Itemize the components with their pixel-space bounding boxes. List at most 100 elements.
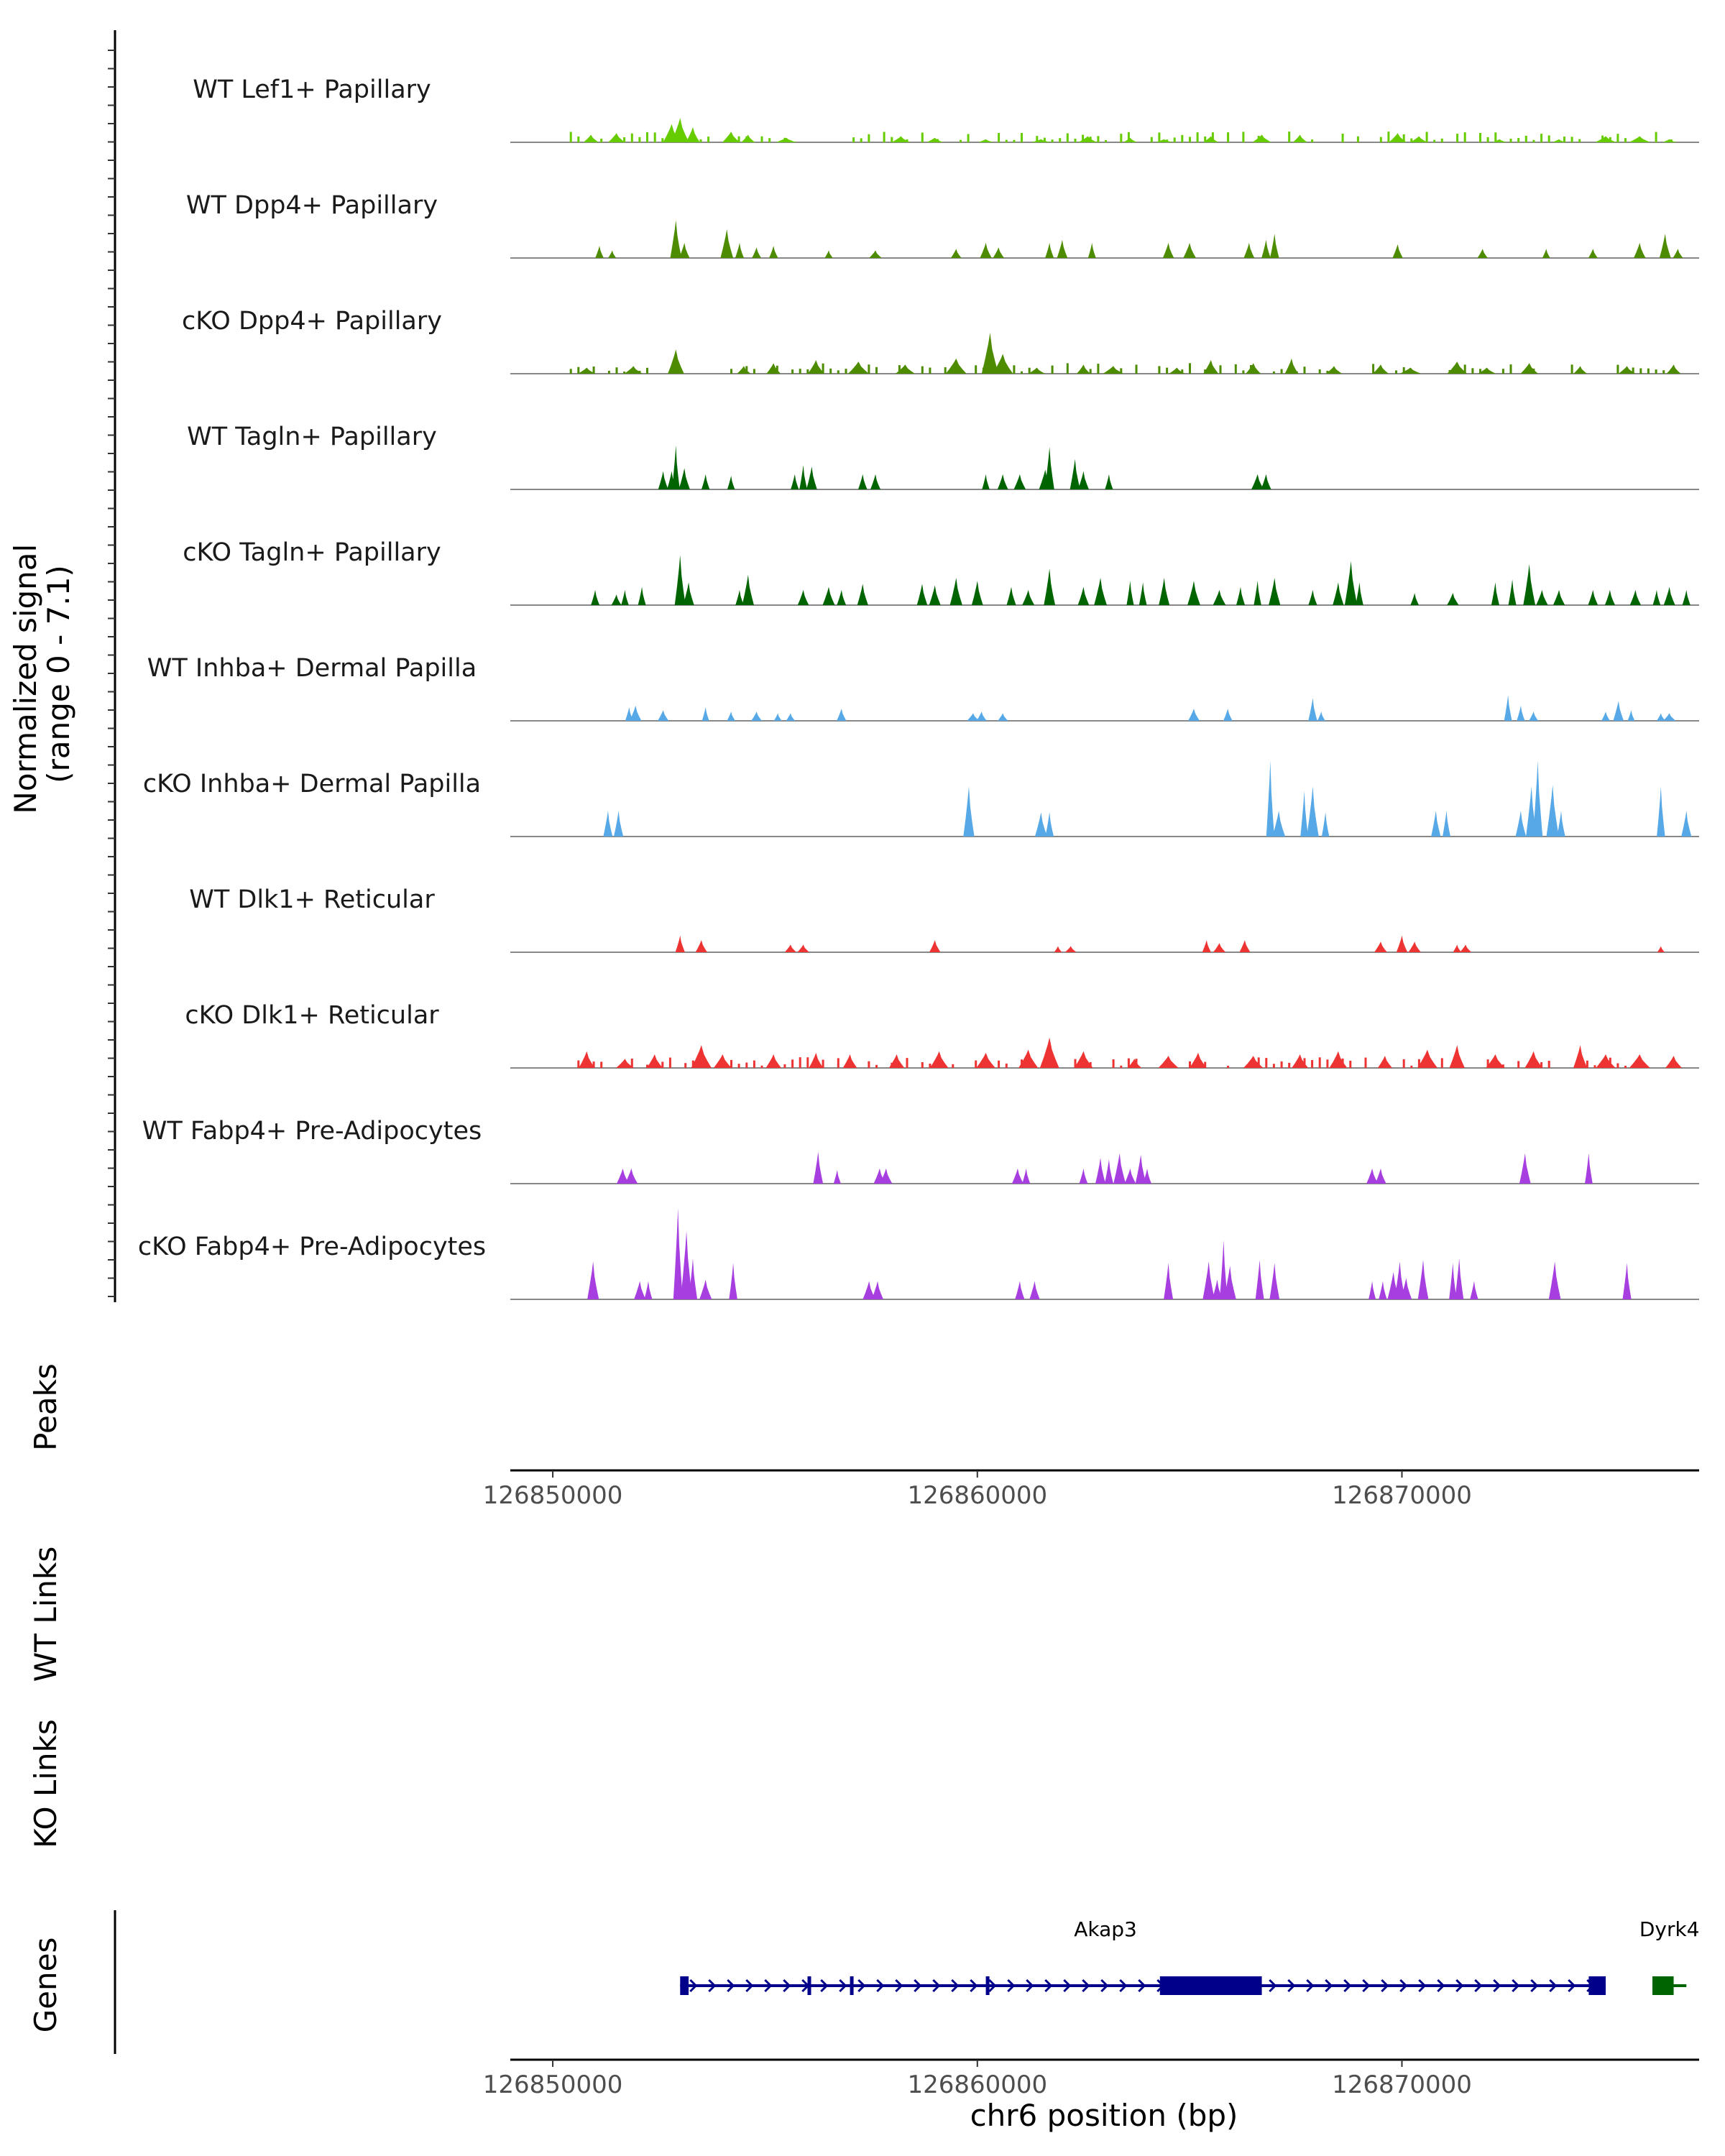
signal-peak <box>1542 249 1550 258</box>
signal-peak <box>1627 710 1635 721</box>
signal-peak <box>751 711 763 721</box>
gene-exon <box>1159 1976 1262 1995</box>
signal-background <box>1417 137 1420 142</box>
signal-background <box>1150 137 1153 142</box>
strand-arrow <box>1026 1978 1034 1993</box>
x-tick-label: 126870000 <box>1332 2070 1472 2099</box>
signal-background <box>1120 1065 1123 1068</box>
signal-background <box>1158 132 1161 142</box>
signal-peak <box>916 584 928 605</box>
signal-background <box>783 1064 786 1068</box>
signal-peak <box>1356 582 1363 605</box>
signal-background <box>676 133 679 142</box>
signal-peak <box>1657 786 1665 837</box>
strand-arrow <box>1568 1978 1576 1993</box>
track-label: WT Inhba+ Dermal Papilla <box>147 654 477 683</box>
signal-peak <box>1028 367 1046 374</box>
signal-peak <box>895 364 915 374</box>
signal-background <box>921 366 924 374</box>
coverage-tracks: WT Lef1+ Papillary WT Dpp4+ Papillary cKO … <box>138 75 1699 1300</box>
signal-peak <box>1054 946 1062 952</box>
strand-arrow <box>1100 1978 1109 1993</box>
strand-arrow <box>932 1978 941 1993</box>
gene-exon <box>1588 1976 1606 1995</box>
signal-background <box>1227 1065 1230 1068</box>
signal-peak <box>616 1059 634 1068</box>
signal-peak <box>976 1052 995 1068</box>
signal-peak <box>1396 935 1408 952</box>
signal-background <box>592 367 595 374</box>
signal-peak <box>1292 1054 1309 1068</box>
signal-background <box>646 1064 648 1068</box>
signal-peak <box>1417 1260 1429 1299</box>
strand-arrow <box>970 1978 978 1993</box>
signal-background <box>1242 132 1245 142</box>
signal-peak <box>808 360 824 374</box>
track-label: WT Fabp4+ Pre-Adipocytes <box>142 1117 482 1146</box>
signal-background <box>1410 138 1413 142</box>
signal-background <box>952 369 954 374</box>
signal-background <box>960 139 962 142</box>
signal-peak <box>950 249 962 258</box>
signal-background <box>929 367 932 374</box>
signal-background <box>1639 368 1642 374</box>
signal-background <box>707 1065 710 1068</box>
signal-peak <box>1074 1051 1093 1068</box>
signal-background <box>975 1060 978 1068</box>
signal-background <box>1173 370 1176 374</box>
signal-background <box>1609 1057 1611 1068</box>
signal-background <box>745 1062 748 1068</box>
signal-peak <box>1588 589 1598 605</box>
signal-background <box>753 369 755 374</box>
signal-background <box>684 1063 687 1068</box>
signal-background <box>944 367 947 374</box>
signal-background <box>1624 1065 1627 1068</box>
strand-arrow <box>1044 1978 1053 1993</box>
signal-background <box>1402 134 1405 142</box>
signal-background <box>1670 139 1673 142</box>
strand-arrow <box>1138 1978 1146 1993</box>
signal-background <box>1173 137 1176 142</box>
strand-arrow <box>1493 1978 1501 1993</box>
signal-peak <box>1077 471 1089 489</box>
signal-background <box>1547 135 1550 142</box>
signal-background <box>1417 1059 1420 1068</box>
signal-background <box>776 365 778 374</box>
strand-arrow <box>689 1978 698 1993</box>
strand-arrow <box>783 1978 791 1993</box>
bottom-x-axis: 126850000 126860000 126870000 <box>483 2058 1699 2099</box>
signal-background <box>1120 368 1123 374</box>
signal-background <box>1509 139 1512 142</box>
signal-background <box>630 133 633 142</box>
signal-peak <box>1251 474 1264 489</box>
strand-arrow <box>1437 1978 1445 1993</box>
signal-peak <box>1187 581 1200 605</box>
signal-peak <box>1246 363 1261 374</box>
signal-peak <box>837 709 847 721</box>
signal-peak <box>1392 244 1403 258</box>
signal-background <box>1082 1064 1085 1068</box>
signal-peak <box>1239 940 1251 952</box>
signal-peak <box>617 1168 630 1184</box>
signal-background <box>1135 1059 1138 1068</box>
signal-background <box>1341 1058 1344 1068</box>
signal-background <box>1166 367 1169 374</box>
track: cKO Inhba+ Dermal Papilla <box>143 760 1699 837</box>
signal-background <box>1181 369 1184 374</box>
signal-peak <box>608 133 625 142</box>
signal-background <box>1021 1059 1023 1068</box>
signal-peak <box>842 1054 857 1068</box>
strand-arrow <box>1343 1978 1352 1993</box>
signal-background <box>1051 1057 1054 1068</box>
signal-background <box>1326 370 1329 374</box>
strand-arrow <box>1119 1978 1128 1993</box>
signal-background <box>745 366 748 374</box>
signal-background <box>998 1060 1000 1068</box>
signal-peak <box>1006 586 1016 605</box>
signal-peak <box>722 132 740 142</box>
signal-peak <box>1477 249 1488 258</box>
signal-background <box>1280 369 1283 374</box>
signal-peak <box>1523 564 1536 605</box>
signal-peak <box>702 707 709 721</box>
signal-background <box>1135 364 1138 374</box>
